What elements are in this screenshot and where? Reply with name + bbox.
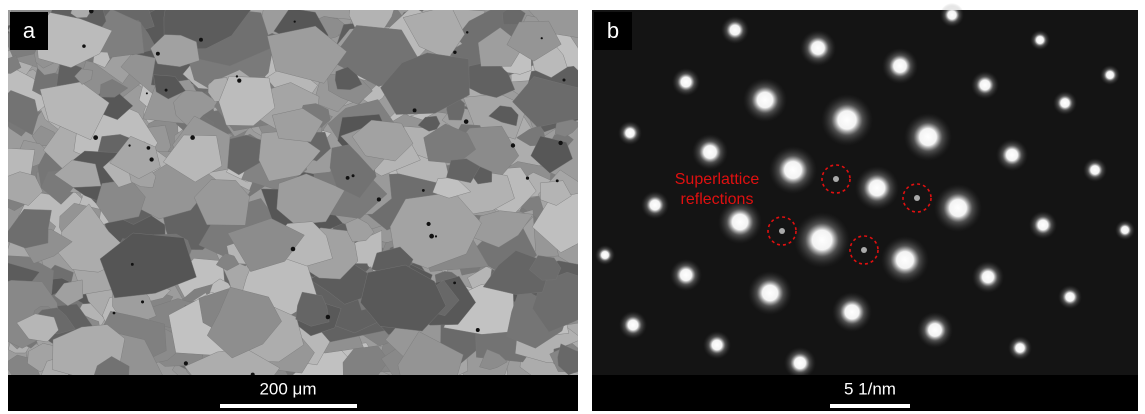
- diffraction-spot: [1030, 30, 1050, 50]
- diffraction-spot: [748, 271, 792, 315]
- diffraction-spot: [672, 68, 700, 96]
- figure: a 200 μm b 5 1/nm Superlattice reflectio…: [0, 0, 1145, 414]
- diffraction-spot: [595, 245, 615, 265]
- pore: [511, 143, 515, 147]
- scale-bar: [220, 404, 357, 408]
- grain-image: [0, 0, 613, 409]
- annotation: Superlattice: [675, 171, 760, 188]
- scale-bar-label: 200 μm: [259, 379, 316, 398]
- pore: [453, 51, 456, 54]
- annotation: reflections: [681, 191, 754, 208]
- weak-spot: [833, 176, 839, 182]
- diffraction-spot: [832, 292, 872, 332]
- diffraction-spot: [1058, 285, 1082, 309]
- pore: [89, 9, 94, 14]
- page: a 200 μm b 5 1/nm Superlattice reflectio…: [0, 0, 1145, 414]
- pore: [165, 89, 168, 92]
- pore: [146, 92, 148, 94]
- pore: [346, 176, 350, 180]
- diffraction-spot: [882, 48, 918, 84]
- weak-spot: [861, 247, 867, 253]
- diffraction-spot: [855, 166, 899, 210]
- panel-label: a: [23, 18, 36, 43]
- pore: [413, 108, 417, 112]
- pore: [556, 179, 559, 182]
- pore: [131, 263, 134, 266]
- diffraction-spot: [721, 16, 749, 44]
- pore: [93, 135, 98, 140]
- diffraction-spot: [1008, 336, 1032, 360]
- pore: [156, 52, 160, 56]
- pore: [291, 247, 296, 252]
- diffraction-spot: [934, 184, 982, 232]
- diffraction-spot: [619, 311, 647, 339]
- panel-label: b: [607, 18, 619, 43]
- diffraction-spot: [800, 30, 836, 66]
- pore: [113, 312, 116, 315]
- diffraction-spot: [618, 121, 642, 145]
- pore: [429, 234, 434, 239]
- pore: [453, 282, 456, 285]
- diffraction-spot: [1100, 65, 1120, 85]
- pore: [236, 75, 238, 77]
- pore: [199, 38, 203, 42]
- pore: [464, 119, 469, 124]
- diffraction-spot: [1029, 211, 1057, 239]
- pore: [294, 20, 296, 22]
- diffraction-spot: [996, 139, 1028, 171]
- pore: [558, 141, 562, 145]
- pore: [466, 31, 468, 33]
- pore: [422, 189, 425, 192]
- pore: [147, 146, 151, 150]
- weak-spot: [914, 195, 920, 201]
- diffraction-spot: [641, 191, 669, 219]
- pore: [82, 44, 86, 48]
- scale-bar-label: 5 1/nm: [844, 379, 896, 398]
- pore: [237, 78, 241, 82]
- diffraction-spot: [670, 259, 702, 291]
- diffraction-spot: [971, 71, 999, 99]
- pore: [427, 222, 431, 226]
- pore: [541, 37, 543, 39]
- pore: [435, 235, 437, 237]
- scale-bar: [830, 404, 910, 408]
- weak-spot: [779, 228, 785, 234]
- pore: [141, 300, 144, 303]
- pore: [326, 315, 330, 319]
- diffraction-spot: [769, 146, 817, 194]
- diffraction-spot: [743, 78, 787, 122]
- pore: [377, 197, 381, 201]
- diffraction-spot: [692, 134, 728, 170]
- pore: [149, 157, 153, 161]
- pore: [190, 135, 195, 140]
- pore: [476, 328, 480, 332]
- diffraction-spot: [972, 261, 1004, 293]
- grain: [71, 2, 92, 18]
- pore: [352, 174, 355, 177]
- pore: [184, 361, 188, 365]
- pore: [562, 79, 565, 82]
- diffraction-spot: [784, 347, 816, 379]
- diffraction-spot: [881, 236, 929, 284]
- diffraction-spot: [904, 113, 952, 161]
- diffraction-spot: [821, 94, 873, 146]
- diffraction-spot: [940, 3, 964, 27]
- diffraction-spot: [1053, 91, 1077, 115]
- diffraction-spot: [917, 312, 953, 348]
- pore: [526, 177, 529, 180]
- pore: [128, 144, 130, 146]
- diffraction-spot: [794, 212, 850, 268]
- diffraction-spot: [703, 331, 731, 359]
- diffraction-spot: [1083, 158, 1107, 182]
- diffraction-spot: [1115, 220, 1135, 240]
